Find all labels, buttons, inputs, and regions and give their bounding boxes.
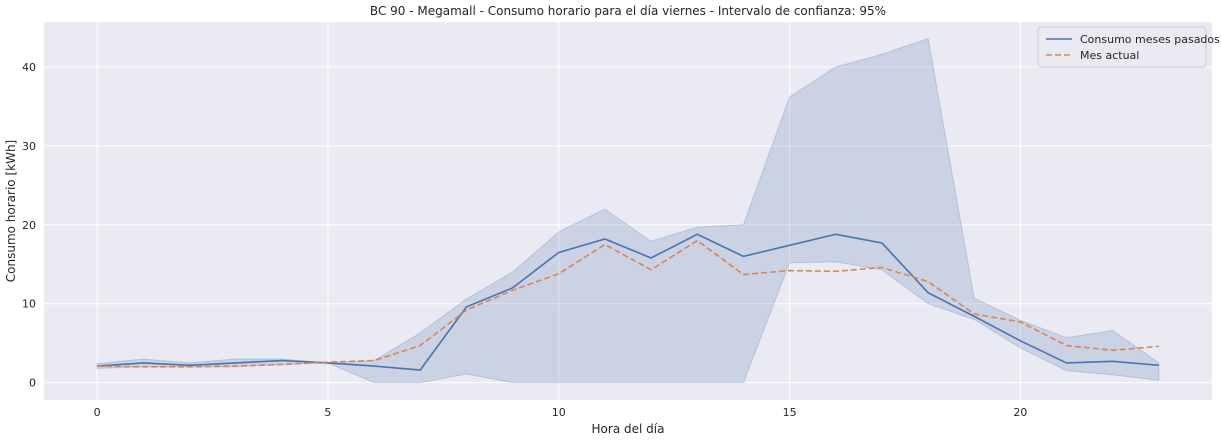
y-tick-label: 30 [22, 140, 36, 153]
x-tick-label: 0 [94, 406, 101, 419]
ci-band-consumo-meses-pasados [96, 37, 1160, 384]
series-line-0 [97, 233, 1159, 371]
legend-label: Consumo meses pasados [1080, 33, 1220, 46]
x-tick-label: 20 [1013, 406, 1027, 419]
confidence-band [96, 37, 1160, 384]
chart-title: BC 90 - Megamall - Consumo horario para … [370, 4, 886, 18]
y-tick-label: 40 [22, 61, 36, 74]
x-tick-label: 15 [783, 406, 797, 419]
grid-lines [44, 22, 1212, 400]
y-tick-label: 0 [29, 377, 36, 390]
plot-area [44, 22, 1212, 400]
y-axis-label: Consumo horario [kWh] [4, 140, 18, 282]
legend-label: Mes actual [1080, 49, 1139, 62]
x-tick-label: 5 [324, 406, 331, 419]
y-tick-labels: 0 10 20 30 40 [22, 61, 36, 390]
x-axis-label: Hora del día [592, 422, 665, 436]
legend: Consumo meses pasados Mes actual [1037, 26, 1220, 68]
y-tick-label: 10 [22, 298, 36, 311]
x-tick-label: 10 [552, 406, 566, 419]
y-tick-label: 20 [22, 219, 36, 232]
legend-box [1037, 26, 1207, 68]
series-lines [97, 233, 1159, 371]
x-tick-labels: 0 5 10 15 20 [94, 406, 1028, 419]
